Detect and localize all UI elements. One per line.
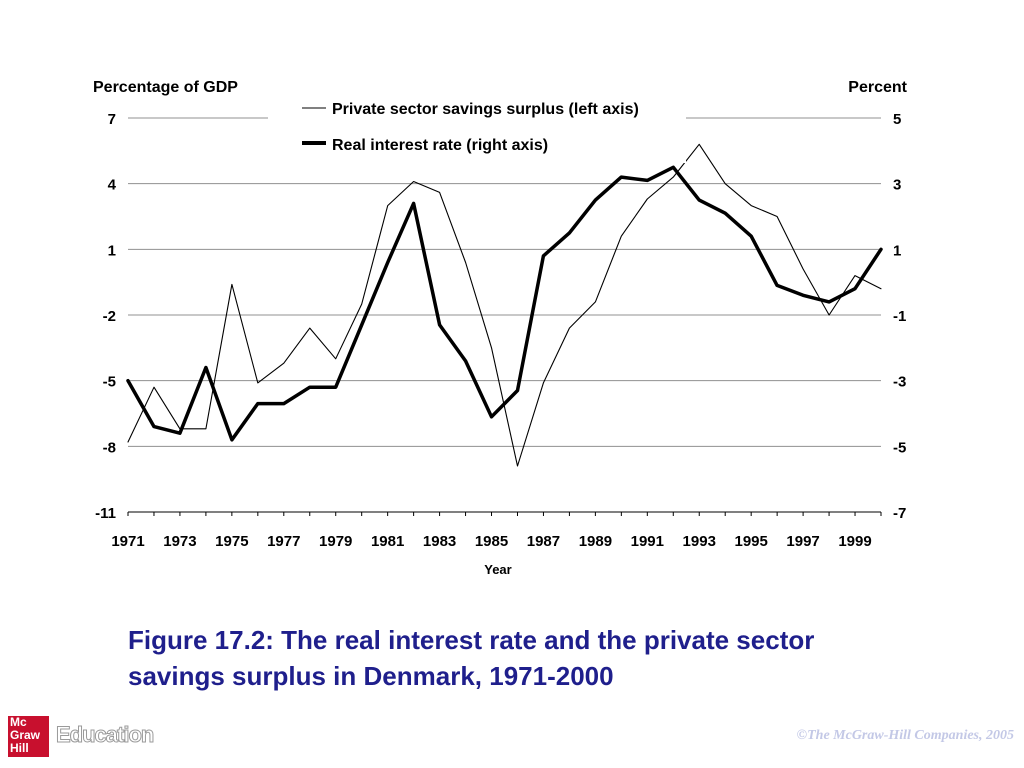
x-tick-label: 1971 bbox=[111, 533, 144, 550]
right-tick-label: 3 bbox=[893, 177, 901, 194]
x-tick-label: 1997 bbox=[786, 533, 819, 550]
right-axis-title: Percent bbox=[848, 79, 907, 96]
right-tick-label: -7 bbox=[893, 505, 906, 522]
legend-label-savings: Private sector savings surplus (left axi… bbox=[332, 101, 639, 118]
series-line-real-interest-rate bbox=[126, 165, 883, 442]
legend-background bbox=[268, 97, 686, 163]
x-tick-label: 1993 bbox=[683, 533, 716, 550]
line-chart: 7 5 4 3 1 1 -2 -1 -5 -3 -8 -5 -11 -7 1971 1973 1975 1977 1… bbox=[93, 79, 908, 577]
figure-caption: Figure 17.2: The real interest rate and … bbox=[128, 625, 815, 691]
x-tick-label: 1979 bbox=[319, 533, 352, 550]
left-tick-label: -2 bbox=[103, 308, 116, 325]
x-tick-label: 1985 bbox=[475, 533, 508, 550]
x-tick-label: 1975 bbox=[215, 533, 248, 550]
left-tick-label: -11 bbox=[95, 505, 116, 522]
x-tick-label: 1991 bbox=[631, 533, 664, 550]
series-line-savings-surplus bbox=[127, 143, 882, 467]
education-wordmark: Education bbox=[55, 722, 154, 748]
copyright-notice: ©The McGraw-Hill Companies, 2005 bbox=[796, 728, 1014, 743]
left-tick-label: 4 bbox=[108, 177, 117, 194]
x-tick-label: 1995 bbox=[734, 533, 767, 550]
legend-label-interest: Real interest rate (right axis) bbox=[332, 137, 548, 154]
logo-line: Graw bbox=[10, 728, 41, 742]
x-tick-label: 1973 bbox=[163, 533, 196, 550]
right-tick-label: -3 bbox=[893, 374, 906, 391]
mcgraw-hill-logo: Mc Graw Hill bbox=[8, 716, 49, 757]
legend: Private sector savings surplus (left axi… bbox=[302, 101, 639, 154]
left-tick-label: -8 bbox=[103, 439, 116, 456]
right-tick-label: 1 bbox=[893, 242, 901, 259]
left-axis-title: Percentage of GDP bbox=[93, 79, 238, 96]
left-tick-label: 7 bbox=[108, 111, 116, 128]
left-tick-label: -5 bbox=[103, 374, 116, 391]
x-tick-label: 1987 bbox=[527, 533, 560, 550]
logo-line: Mc bbox=[10, 715, 27, 729]
x-tick-label: 1981 bbox=[371, 533, 404, 550]
logo-line: Hill bbox=[10, 741, 29, 755]
right-tick-label: -5 bbox=[893, 439, 906, 456]
right-tick-label: -1 bbox=[893, 308, 906, 325]
x-tick-label: 1977 bbox=[267, 533, 300, 550]
gridlines bbox=[127, 117, 882, 516]
x-tick-label: 1983 bbox=[423, 533, 456, 550]
x-tick-label: 1999 bbox=[838, 533, 871, 550]
x-tick-label: 1989 bbox=[579, 533, 612, 550]
right-tick-label: 5 bbox=[893, 111, 901, 128]
tick-labels: 7 5 4 3 1 1 -2 -1 -5 -3 -8 -5 -11 -7 1971 1973 1975 1977 1… bbox=[95, 111, 906, 550]
x-axis-title: Year bbox=[484, 562, 511, 577]
left-tick-label: 1 bbox=[108, 242, 116, 259]
series-lines bbox=[126, 143, 883, 467]
